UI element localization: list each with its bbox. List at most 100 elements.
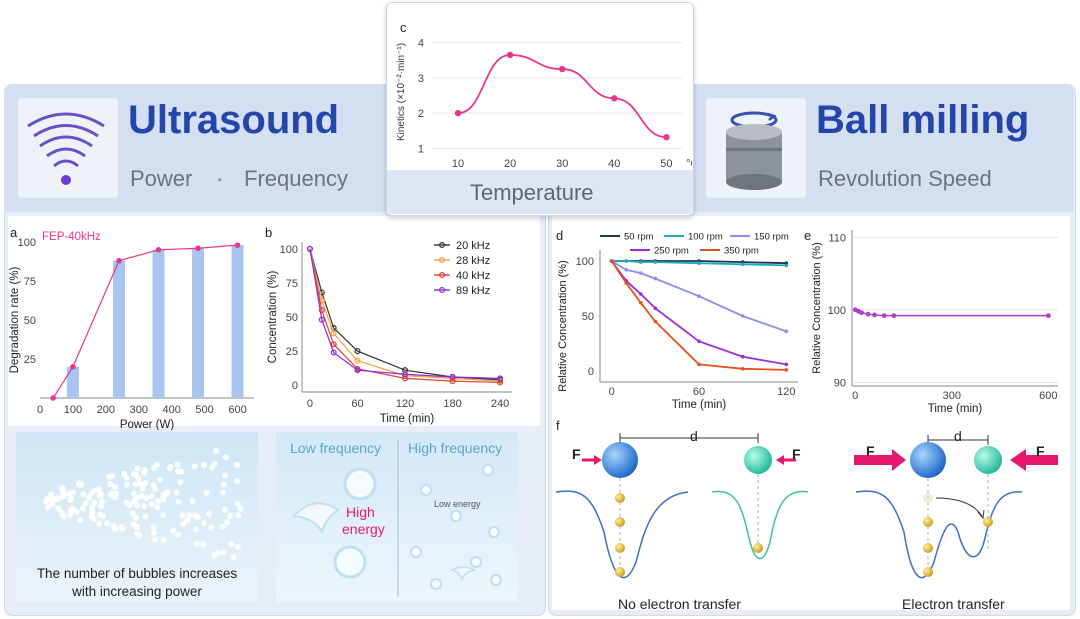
- ytick-a: 75: [24, 276, 36, 288]
- bubble: [169, 527, 176, 534]
- bubble: [233, 478, 240, 485]
- bubble: [205, 511, 212, 518]
- bubble: [67, 512, 74, 519]
- kinetics-point: [559, 65, 566, 73]
- bubble: [109, 490, 116, 497]
- distance-label-2: d: [954, 428, 962, 444]
- bubble: [164, 489, 171, 496]
- bubble: [213, 447, 220, 454]
- bubble: [79, 505, 86, 512]
- ytick-c: 3: [418, 73, 424, 85]
- degradation-point: [195, 245, 201, 252]
- bubble: [160, 536, 167, 543]
- bubble: [107, 480, 114, 487]
- bubble: [91, 500, 98, 507]
- xtick-b: 180: [443, 398, 461, 410]
- ytick-b: 50: [286, 312, 298, 324]
- ball-milling-subtitle: Revolution Speed: [818, 166, 992, 191]
- bubble: [86, 494, 93, 501]
- bubble: [208, 464, 215, 471]
- bubble: [89, 504, 96, 511]
- bubble: [148, 501, 155, 508]
- series-point-e: [872, 312, 877, 318]
- bubble: [133, 515, 140, 522]
- kinetics-point: [663, 133, 670, 141]
- series-point-d: [638, 260, 643, 264]
- frequency-panel: [276, 432, 518, 602]
- temperature-label: Temperature: [470, 180, 594, 205]
- force-label-right-2: F: [1036, 443, 1045, 459]
- series-point-b: [402, 375, 409, 382]
- bubble: [135, 475, 142, 482]
- bubble: [201, 461, 208, 468]
- bubble: [92, 487, 99, 494]
- bubble: [180, 520, 187, 527]
- bubble: [175, 531, 182, 538]
- xtick-c: 20: [504, 158, 516, 170]
- bubble: [184, 517, 191, 524]
- bubble: [134, 502, 141, 509]
- bubble: [222, 454, 229, 461]
- bubble: [211, 552, 218, 559]
- xtick-a: 300: [130, 404, 148, 416]
- xtick-a: 400: [163, 404, 181, 416]
- bubble: [142, 513, 149, 520]
- degradation-point: [50, 395, 56, 401]
- xtick-c: 40: [608, 158, 620, 170]
- bubble: [203, 489, 210, 496]
- bubble: [134, 465, 141, 472]
- xtick-c: 10: [452, 158, 464, 170]
- xtick-c: 50: [660, 158, 672, 170]
- low-frequency-label: Low frequency: [290, 440, 382, 456]
- chart-e: 90 100 110 0 300 600 Time (min) Relative Concen…: [811, 230, 1058, 415]
- bar-a: [231, 245, 244, 398]
- bubble: [150, 529, 157, 536]
- series-point-d: [697, 339, 701, 344]
- bubble: [133, 523, 140, 530]
- series-point-d: [638, 292, 643, 296]
- legend-marker-b: [439, 271, 446, 278]
- degradation-point: [234, 242, 241, 248]
- ylabel-d: Relative Concentration (%): [557, 260, 569, 391]
- legend-label-d: 350 rpm: [724, 246, 759, 257]
- bubble: [228, 540, 235, 547]
- xtick-a: 600: [228, 404, 246, 416]
- legend-marker-b: [439, 242, 446, 249]
- bubble: [130, 490, 137, 497]
- series-point-b: [354, 357, 361, 364]
- bubble: [221, 506, 228, 513]
- kinetics-point: [611, 95, 618, 102]
- bubble: [58, 509, 65, 516]
- bubble: [191, 463, 198, 470]
- bubble: [67, 495, 74, 502]
- bubble: [70, 489, 77, 496]
- series-point-b: [402, 367, 409, 374]
- ylabel-e: Relative Concentration (%): [811, 242, 823, 373]
- bubbles-caption-line2: with increasing power: [72, 584, 202, 599]
- legend-label-d: 50 rpm: [624, 232, 654, 243]
- bubble: [160, 512, 167, 519]
- bar-a: [192, 248, 205, 398]
- force-label-right-1: F: [792, 446, 801, 462]
- bubble: [222, 472, 229, 479]
- series-point-b: [354, 348, 361, 355]
- bubble: [237, 505, 244, 512]
- xlabel-e: Time (min): [928, 403, 983, 415]
- electron-transfer-diagram: [555, 433, 1058, 579]
- bubble: [234, 500, 241, 507]
- xtick-b: 0: [307, 398, 313, 410]
- series-line-d: [610, 260, 787, 366]
- bubble: [89, 509, 96, 516]
- series-point-d: [653, 260, 658, 264]
- electron-transfer-label: Electron transfer: [902, 596, 1005, 612]
- bubble: [219, 523, 226, 530]
- xlabel-b: Time (min): [380, 413, 435, 425]
- legend-marker-b: [439, 286, 446, 293]
- series-point-d: [638, 271, 643, 275]
- bubble: [154, 504, 161, 511]
- bubble: [208, 524, 215, 531]
- series-point-d: [697, 362, 701, 367]
- bubble: [151, 536, 158, 543]
- series-point-b: [449, 378, 456, 385]
- legend-label-d: 150 rpm: [754, 232, 789, 243]
